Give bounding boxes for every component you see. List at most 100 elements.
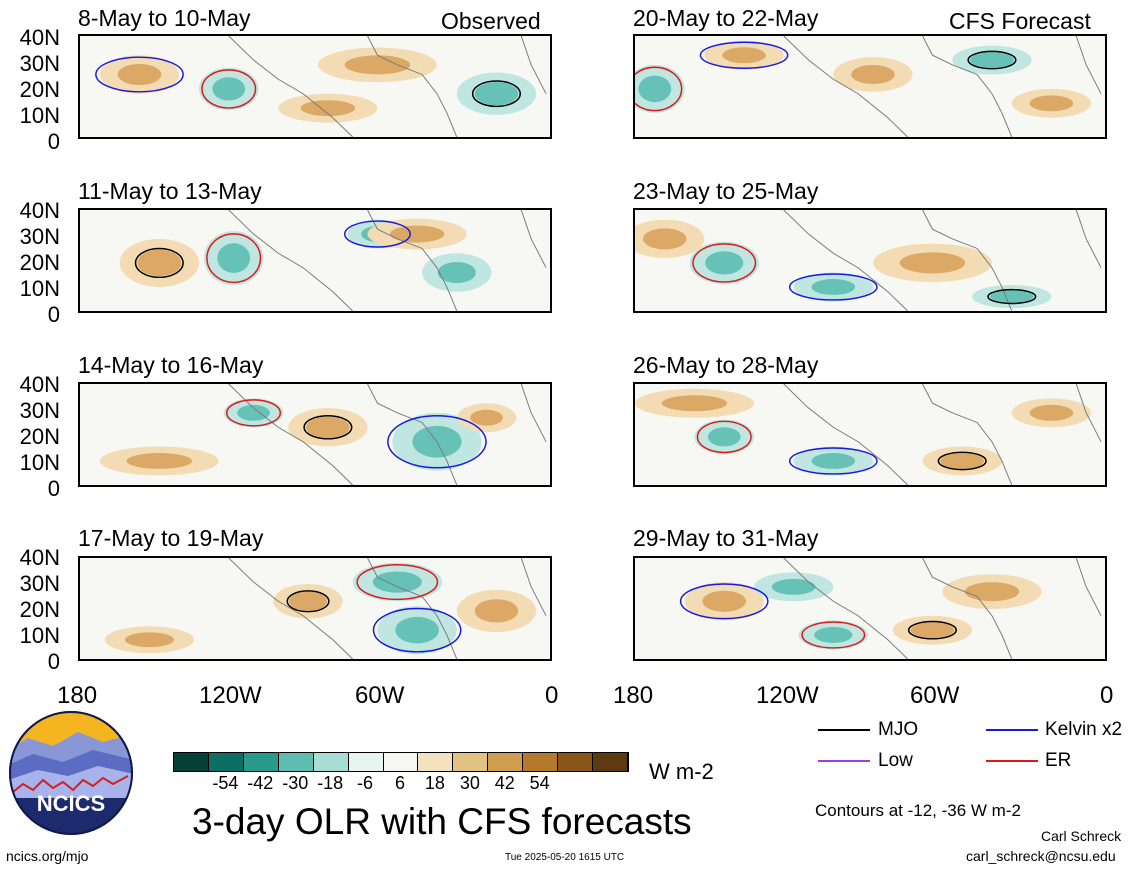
ytick-label: 20N — [19, 597, 60, 622]
negative-olr-anomaly-core — [474, 82, 519, 106]
map-panel-fc4 — [633, 556, 1107, 661]
ytick-label: 40N — [19, 545, 60, 570]
mjo-contour — [471, 80, 521, 108]
colorbar-tick-label: 18 — [424, 773, 445, 793]
panel-title-obs2: 11-May to 13-May — [78, 178, 262, 204]
mjo-contour — [134, 247, 184, 279]
colorbar-units: W m-2 — [649, 759, 714, 784]
site-url[interactable]: ncics.org/mjo — [6, 848, 89, 864]
ytick-label: 0 — [47, 302, 60, 327]
kelvin-contour — [344, 220, 411, 248]
panel-title-fc1: 20-May to 22-May — [633, 5, 819, 31]
negative-olr-anomaly-core — [707, 427, 741, 447]
colorbar-tick-label: -30 — [282, 773, 309, 793]
olr-map-fc1 — [635, 36, 1102, 137]
colorbar-tick-label: 54 — [529, 773, 550, 793]
xtick-label: 0 — [1100, 682, 1114, 709]
colorbar — [173, 752, 629, 772]
positive-olr-anomaly-core — [300, 100, 356, 117]
author-name: Carl Schreck — [1041, 828, 1122, 844]
negative-olr-anomaly-core — [237, 404, 270, 421]
ncics-logo-graphic: NCICS — [9, 711, 133, 835]
negative-olr-anomaly-core — [811, 279, 856, 295]
er-contour — [692, 243, 757, 283]
author-email[interactable]: carl_schreck@ncsu.edu — [966, 848, 1116, 864]
legend-line-er — [986, 760, 1038, 762]
panel-title-fc3: 26-May to 28-May — [633, 352, 819, 378]
xtick-label: 120W — [756, 682, 819, 709]
coastline — [228, 558, 547, 659]
olr-map-obs3 — [99, 384, 547, 485]
ncics-logo: NCICS — [8, 710, 134, 836]
negative-olr-anomaly-core — [638, 75, 672, 103]
negative-olr-anomaly-core — [372, 571, 422, 593]
panel-tag-cfs-forecast: CFS Forecast — [949, 8, 1091, 34]
panel-title-obs3: 14-May to 16-May — [78, 352, 264, 378]
positive-olr-anomaly-core — [126, 453, 193, 469]
er-contour — [696, 420, 752, 454]
mjo-contour — [967, 50, 1017, 70]
olr-map-fc4 — [679, 558, 1102, 659]
ytick-label: 40N — [19, 25, 60, 50]
mjo-contour — [907, 620, 958, 640]
colorbar-swatch — [313, 753, 349, 771]
legend-line-low — [818, 760, 870, 762]
positive-olr-anomaly-core — [851, 64, 895, 84]
negative-olr-anomaly-core — [989, 290, 1034, 303]
timestamp: Tue 2025-05-20 1615 UTC — [505, 852, 625, 863]
colorbar-swatch — [593, 753, 628, 771]
colorbar-swatch — [348, 753, 384, 771]
negative-olr-anomaly-core — [217, 243, 251, 273]
ytick-label: 20N — [19, 77, 60, 102]
logo-text: NCICS — [37, 791, 105, 816]
kelvin-contour — [95, 56, 184, 93]
ytick-label: 30N — [19, 51, 60, 76]
kelvin-contour — [788, 273, 878, 301]
colorbar-tick-label: 42 — [494, 773, 515, 793]
xtick-label: 180 — [57, 682, 98, 709]
kelvin-contour — [679, 583, 769, 620]
coastline — [783, 558, 1102, 659]
positive-olr-anomaly-core — [470, 409, 503, 426]
legend-line-kelvin — [986, 729, 1038, 731]
positive-olr-anomaly-core — [940, 453, 985, 469]
map-panel-obs1 — [78, 34, 552, 139]
colorbar-swatch — [174, 753, 209, 771]
positive-olr-anomaly-core — [642, 228, 687, 250]
positive-olr-anomaly-core — [1029, 404, 1074, 421]
positive-olr-anomaly-core — [117, 63, 162, 86]
main-title: 3-day OLR with CFS forecasts — [192, 801, 692, 842]
legend-label-kelvin: Kelvin x2 — [1045, 719, 1123, 740]
colorbar-tick-label: -18 — [317, 773, 344, 793]
negative-olr-anomaly-core — [814, 627, 853, 643]
panel-title-obs1: 8-May to 10-May — [78, 5, 251, 31]
map-panel-obs4 — [78, 556, 552, 661]
legend-label-er: ER — [1045, 750, 1072, 771]
ytick-label: 10N — [19, 103, 60, 128]
colorbar-tick-label: 6 — [394, 773, 405, 793]
coastline — [783, 210, 1102, 311]
er-contour — [635, 66, 683, 112]
legend-label-mjo: MJO — [878, 719, 919, 740]
coastline — [783, 384, 1102, 485]
colorbar-swatch — [418, 753, 454, 771]
positive-olr-anomaly-core — [474, 599, 519, 623]
colorbar-swatch — [243, 753, 279, 771]
olr-map-obs4 — [104, 558, 547, 659]
olr-map-fc3 — [635, 384, 1102, 485]
ytick-label: 10N — [19, 276, 60, 301]
positive-olr-anomaly-core — [1029, 95, 1074, 112]
coastline — [228, 384, 547, 485]
negative-olr-anomaly-core — [437, 261, 476, 284]
olr-map-obs2 — [119, 210, 547, 311]
positive-olr-anomaly-core — [124, 632, 174, 648]
ytick-label: 30N — [19, 224, 60, 249]
mjo-contour — [286, 590, 330, 613]
negative-olr-anomaly-core — [771, 578, 816, 595]
olr-map-obs1 — [95, 36, 547, 137]
ytick-label: 0 — [47, 649, 60, 674]
ytick-label: 40N — [19, 372, 60, 397]
ytick-label: 30N — [19, 398, 60, 423]
colorbar-tick-label: 30 — [459, 773, 480, 793]
colorbar-swatch — [453, 753, 489, 771]
